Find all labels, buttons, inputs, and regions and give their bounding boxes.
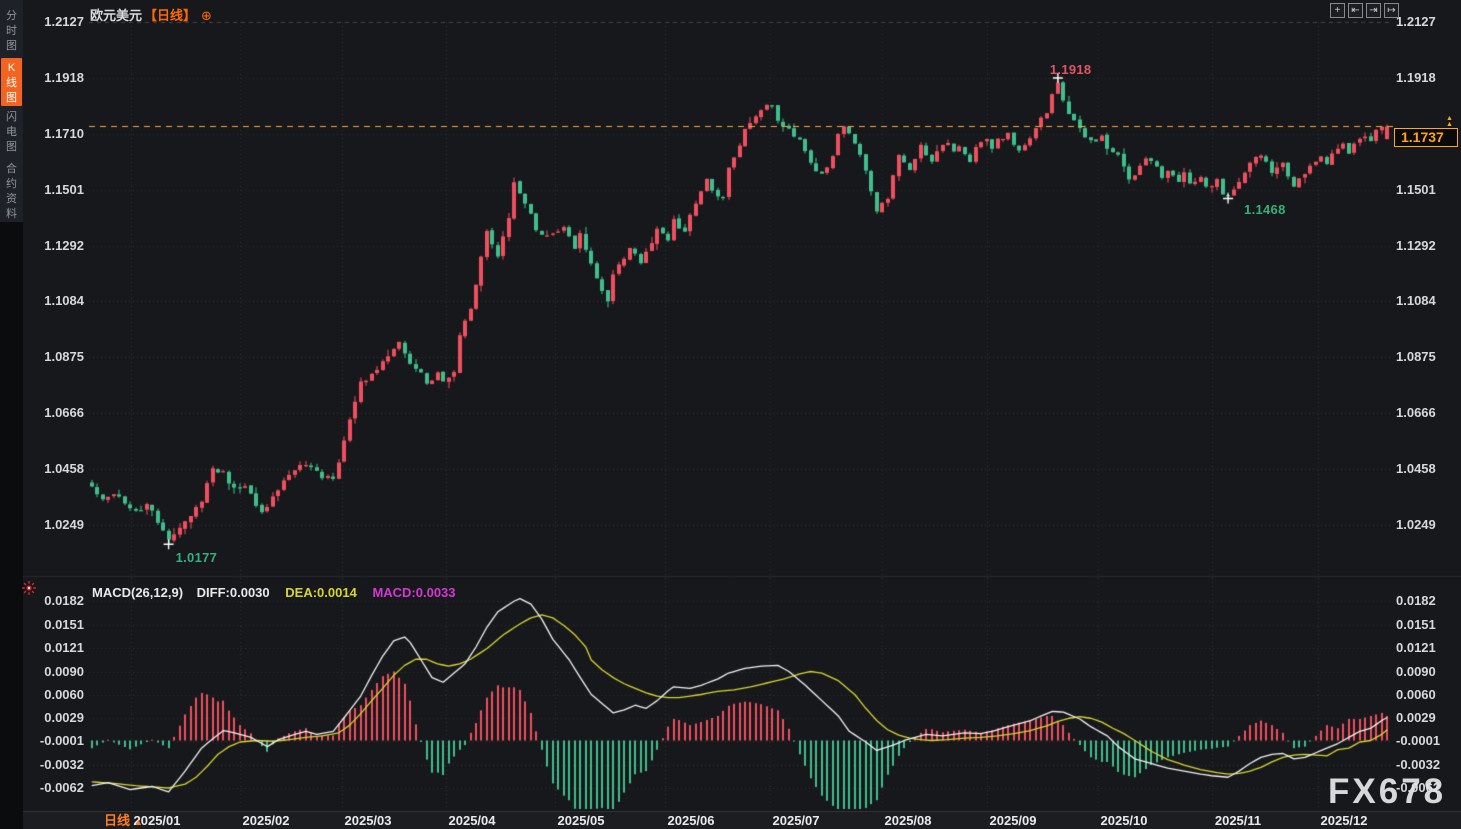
price-annotation: 1.1918 [1049, 61, 1092, 77]
month-label: 2025/02 [242, 813, 290, 828]
month-label: 2025/09 [989, 813, 1037, 828]
macd-axis-label-left: 0.0151 [44, 617, 84, 632]
macd-diff-value: DIFF:0.0030 [196, 585, 270, 600]
time-axis-bar [0, 811, 1461, 829]
price-axis-label-right: 1.1918 [1396, 70, 1436, 85]
month-label: 2025/01 [133, 813, 181, 828]
macd-axis-label-right: 0.0060 [1396, 687, 1436, 702]
price-axis-label-right: 1.2127 [1396, 14, 1436, 29]
period-tag: 【日线】 [144, 8, 197, 23]
sidebar-tab-1[interactable]: 分 时 图 [6, 10, 17, 52]
price-axis-label-left: 1.1710 [44, 126, 84, 141]
chevron-up-icon: ▲ [134, 817, 143, 827]
macd-axis-label-left: -0.0062 [39, 780, 84, 795]
month-label: 2025/10 [1100, 813, 1148, 828]
price-axis-label-left: 1.0458 [44, 461, 84, 476]
macd-axis-label-left: 0.0090 [44, 664, 84, 679]
period-selector-label: 日线 [104, 813, 131, 828]
macd-axis-label-right: -0.0062 [1396, 780, 1441, 795]
month-label: 2025/04 [448, 813, 496, 828]
macd-params-label: MACD(26,12,9) [92, 585, 184, 600]
macd-axis-label-left: 0.0121 [44, 640, 84, 655]
indicator-settings-icon[interactable] [22, 581, 36, 595]
price-axis-label-right: 1.0458 [1396, 461, 1436, 476]
price-axis-label-right: 1.0875 [1396, 349, 1436, 364]
macd-axis-label-right: -0.0001 [1396, 733, 1441, 748]
macd-axis-label-right: 0.0090 [1396, 664, 1436, 679]
chart-title: 欧元美元 【日线】 ⊕ [90, 5, 212, 24]
macd-axis-label-left: 0.0182 [44, 593, 84, 608]
price-axis-label-left: 1.1084 [44, 293, 84, 308]
macd-axis-label-right: 0.0182 [1396, 593, 1436, 608]
price-axis-label-right: 1.0666 [1396, 405, 1436, 420]
price-axis-label-left: 1.0666 [44, 405, 84, 420]
macd-axis-label-left: 0.0029 [44, 710, 84, 725]
macd-axis-label-left: -0.0001 [39, 733, 84, 748]
sidebar: 分 时 图 K 线 图闪 电 图合 约 资 料 [0, 0, 23, 829]
axis-compress-icon[interactable]: ⇤ [1348, 3, 1363, 18]
pan-latest-icon[interactable]: ↦ [1384, 3, 1399, 18]
watermark: FX678 [1328, 772, 1447, 811]
macd-axis-label-left: -0.0032 [39, 757, 84, 772]
sidebar-tab-4[interactable]: 合 约 资 料 [6, 163, 17, 220]
month-label: 2025/08 [884, 813, 932, 828]
month-label: 2025/05 [557, 813, 605, 828]
price-axis-label-right: 1.0249 [1396, 517, 1436, 532]
macd-axis-label-right: 0.0151 [1396, 617, 1436, 632]
macd-axis-label-left: 0.0060 [44, 687, 84, 702]
macd-axis-label-right: 0.0029 [1396, 710, 1436, 725]
price-axis-label-left: 1.0875 [44, 349, 84, 364]
price-axis-label-right: 1.1292 [1396, 238, 1436, 253]
axis-expand-icon[interactable]: ⇥ [1366, 3, 1381, 18]
price-axis-label-left: 1.1918 [44, 70, 84, 85]
price-axis-label-right: 1.1084 [1396, 293, 1436, 308]
crosshair-icon[interactable]: + [1330, 3, 1345, 18]
price-annotation: 1.1468 [1244, 201, 1286, 217]
price-annotation: 1.0177 [175, 550, 218, 566]
month-label: 2025/07 [772, 813, 820, 828]
price-axis-label-left: 1.2127 [44, 14, 84, 29]
macd-macd-value: MACD:0.0033 [372, 585, 456, 600]
month-label: 2025/12 [1320, 813, 1368, 828]
symbol-name: 欧元美元 [90, 8, 143, 23]
period-selector[interactable]: 日线 ▲ [104, 812, 143, 829]
sidebar-tab-2[interactable]: K 线 图 [1, 58, 22, 106]
scroll-to-latest-icon[interactable]: ▲ ▲ [1446, 115, 1453, 128]
sidebar-tab-3[interactable]: 闪 电 图 [6, 111, 17, 153]
month-label: 2025/11 [1214, 813, 1262, 828]
macd-axis-label-right: 0.0121 [1396, 640, 1436, 655]
macd-header: MACD(26,12,9) DIFF:0.0030 DEA:0.0014 MAC… [92, 585, 456, 600]
month-label: 2025/06 [667, 813, 715, 828]
month-label: 2025/03 [344, 813, 392, 828]
price-axis-label-left: 1.1292 [44, 238, 84, 253]
price-axis-label-left: 1.0249 [44, 517, 84, 532]
macd-dea-value: DEA:0.0014 [285, 585, 357, 600]
price-axis-label-left: 1.1501 [44, 182, 84, 197]
sidebar-rail [0, 0, 23, 222]
price-axis-label-right: 1.1501 [1396, 182, 1436, 197]
current-price-tag: 1.1737 [1394, 128, 1458, 147]
macd-axis-label-right: -0.0032 [1396, 757, 1441, 772]
circle-plus-icon[interactable]: ⊕ [201, 8, 212, 23]
chart-toolbar: + ⇤ ⇥ ↦ [1330, 3, 1399, 18]
